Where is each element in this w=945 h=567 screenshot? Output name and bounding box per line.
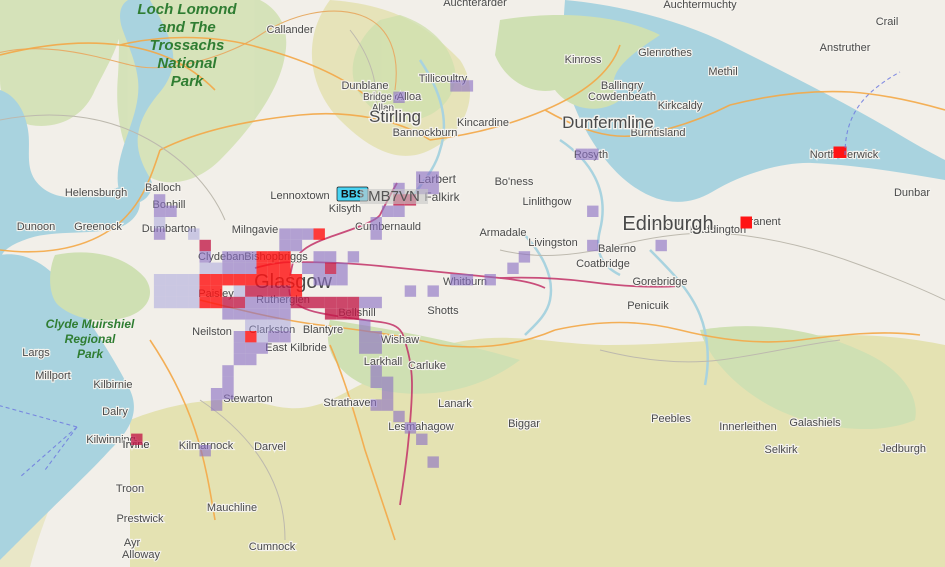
- svg-text:Dunbar: Dunbar: [894, 187, 930, 199]
- svg-text:Lesmahagow: Lesmahagow: [388, 421, 453, 433]
- svg-text:Biggar: Biggar: [508, 418, 540, 430]
- svg-text:Cumnock: Cumnock: [249, 541, 296, 553]
- svg-text:Auchterarder: Auchterarder: [443, 0, 507, 9]
- svg-text:Kirkcaldy: Kirkcaldy: [658, 100, 703, 112]
- svg-text:Linlithgow: Linlithgow: [523, 196, 572, 208]
- svg-text:Cowdenbeath: Cowdenbeath: [588, 91, 656, 103]
- svg-text:Mauchline: Mauchline: [207, 502, 257, 514]
- svg-text:Trossachs: Trossachs: [150, 37, 225, 54]
- svg-text:Strathaven: Strathaven: [323, 397, 376, 409]
- svg-text:Selkirk: Selkirk: [764, 444, 798, 456]
- svg-text:Edinburgh: Edinburgh: [622, 213, 713, 235]
- svg-text:Anstruther: Anstruther: [820, 42, 871, 54]
- svg-text:Blantyre: Blantyre: [303, 324, 343, 336]
- svg-text:Kilsyth: Kilsyth: [329, 203, 361, 215]
- svg-text:Park: Park: [171, 73, 204, 90]
- svg-text:Jedburgh: Jedburgh: [880, 443, 926, 455]
- svg-text:Callander: Callander: [266, 24, 313, 36]
- svg-text:Prestwick: Prestwick: [116, 513, 164, 525]
- svg-text:Innerleithen: Innerleithen: [719, 421, 777, 433]
- svg-text:and The: and The: [158, 19, 216, 36]
- svg-text:Crail: Crail: [876, 16, 899, 28]
- svg-text:Dunblane: Dunblane: [341, 80, 388, 92]
- svg-text:Livingston: Livingston: [528, 237, 578, 249]
- svg-text:East Kilbride: East Kilbride: [265, 342, 327, 354]
- svg-text:Lanark: Lanark: [438, 398, 472, 410]
- svg-text:Kincardine: Kincardine: [457, 117, 509, 129]
- svg-text:Penicuik: Penicuik: [627, 300, 669, 312]
- svg-text:Milngavie: Milngavie: [232, 224, 278, 236]
- svg-text:Greenock: Greenock: [74, 221, 122, 233]
- svg-text:Methil: Methil: [708, 66, 737, 78]
- svg-text:Dumbarton: Dumbarton: [142, 223, 196, 235]
- svg-text:Dunfermline: Dunfermline: [562, 113, 654, 132]
- svg-text:Dunoon: Dunoon: [17, 221, 56, 233]
- svg-text:Galashiels: Galashiels: [789, 417, 841, 429]
- svg-text:Stirling: Stirling: [369, 107, 421, 126]
- svg-text:Larkhall: Larkhall: [364, 356, 403, 368]
- svg-text:Shotts: Shotts: [427, 305, 459, 317]
- svg-text:Kinross: Kinross: [565, 54, 602, 66]
- svg-text:Darvel: Darvel: [254, 441, 286, 453]
- svg-text:National: National: [157, 55, 217, 72]
- svg-text:Peebles: Peebles: [651, 413, 691, 425]
- svg-text:Armadale: Armadale: [479, 227, 526, 239]
- svg-text:Balloch: Balloch: [145, 182, 181, 194]
- svg-text:Kilbirnie: Kilbirnie: [93, 379, 132, 391]
- svg-text:Cumbernauld: Cumbernauld: [355, 221, 421, 233]
- svg-text:Regional: Regional: [65, 332, 116, 346]
- svg-text:Coatbridge: Coatbridge: [576, 258, 630, 270]
- svg-text:Dalry: Dalry: [102, 406, 128, 418]
- svg-text:Bo'ness: Bo'ness: [495, 176, 534, 188]
- svg-text:Ayr: Ayr: [124, 537, 141, 549]
- svg-text:Auchtermuchty: Auchtermuchty: [663, 0, 737, 11]
- svg-text:Bannockburn: Bannockburn: [393, 127, 458, 139]
- svg-text:Helensburgh: Helensburgh: [65, 187, 127, 199]
- svg-text:Troon: Troon: [116, 483, 144, 495]
- svg-text:MB7VN: MB7VN: [368, 188, 420, 205]
- svg-text:Glenrothes: Glenrothes: [638, 47, 692, 59]
- svg-text:Carluke: Carluke: [408, 360, 446, 372]
- svg-text:Loch Lomond: Loch Lomond: [137, 1, 237, 18]
- svg-text:Balerno: Balerno: [598, 243, 636, 255]
- svg-text:Millport: Millport: [35, 370, 70, 382]
- svg-text:Park: Park: [77, 347, 104, 361]
- svg-text:Clyde Muirshiel: Clyde Muirshiel: [46, 317, 135, 331]
- svg-text:Alloway: Alloway: [122, 549, 160, 561]
- svg-text:Neilston: Neilston: [192, 326, 232, 338]
- svg-text:Gorebridge: Gorebridge: [632, 276, 687, 288]
- svg-text:Wishaw: Wishaw: [381, 334, 420, 346]
- svg-text:Largs: Largs: [22, 347, 50, 359]
- svg-text:Lennoxtown: Lennoxtown: [270, 190, 329, 202]
